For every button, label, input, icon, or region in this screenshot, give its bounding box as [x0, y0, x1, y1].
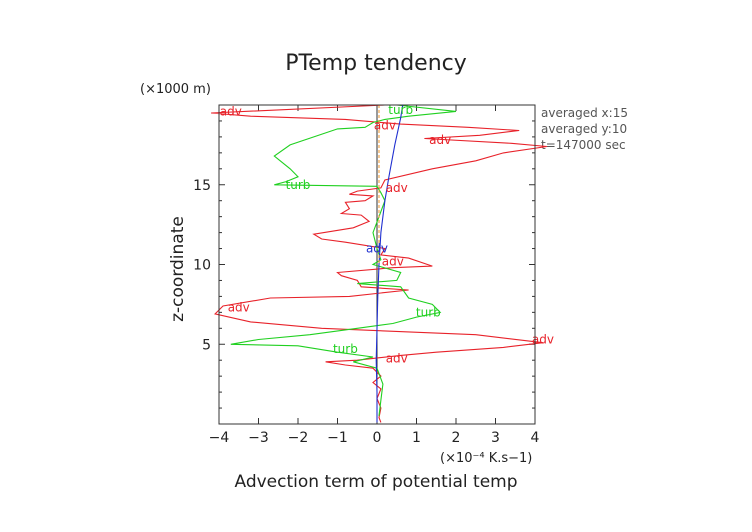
y-tick-label: 15 — [193, 178, 211, 194]
x-tick-label: 0 — [373, 430, 382, 446]
curve-label-turb: turb — [416, 305, 441, 319]
curve-label-blue: adv — [366, 242, 388, 256]
curve-label-adv: adv — [429, 133, 451, 147]
axes-group: −4 −3 −2 −1 0 1 2 3 4 5 10 15 — [193, 105, 540, 446]
chart-title: PTemp tendency — [285, 51, 467, 76]
x-tick-label: −4 — [209, 430, 230, 446]
x-tick-label: −1 — [327, 430, 348, 446]
info-line-2: averaged y:10 — [541, 122, 627, 136]
info-line-3: t=147000 sec — [541, 138, 626, 152]
series-line-blue — [375, 104, 404, 423]
x-tick-label: 3 — [491, 430, 500, 446]
series-line-turb — [230, 104, 457, 417]
y-tick-label: 10 — [193, 258, 211, 274]
x-tick-label: 1 — [412, 430, 421, 446]
curve-label-adv: adv — [374, 119, 396, 133]
curve-label-adv: adv — [382, 254, 404, 268]
x-unit-label: (×10⁻⁴ K.s−1) — [440, 451, 532, 466]
y-tick-label: 5 — [202, 337, 211, 353]
curve-label-adv: adv — [386, 181, 408, 195]
plot-frame — [218, 104, 536, 425]
series-group — [211, 104, 547, 423]
curve-label-adv: adv — [532, 332, 554, 346]
x-tick-label: −2 — [288, 430, 309, 446]
y-unit-label: (×1000 m) — [140, 82, 211, 97]
curve-label-group: advadvadvadvadvadvadvadvturbturbturbturb… — [220, 103, 554, 366]
x-tick-label: −3 — [248, 430, 269, 446]
x-tick-label: 2 — [452, 430, 461, 446]
x-tick-label: 4 — [531, 430, 540, 446]
series-line-adv — [211, 104, 547, 423]
info-line-1: averaged x:15 — [541, 106, 628, 120]
curve-label-adv: adv — [386, 352, 408, 366]
y-axis-title: z-coordinate — [168, 216, 188, 322]
curve-label-turb: turb — [388, 103, 413, 117]
curve-label-adv: adv — [228, 301, 250, 315]
curve-label-turb: turb — [286, 178, 311, 192]
curve-label-turb: turb — [333, 342, 358, 356]
x-axis-title: Advection term of potential temp — [234, 472, 517, 492]
curve-label-adv: adv — [220, 104, 242, 118]
